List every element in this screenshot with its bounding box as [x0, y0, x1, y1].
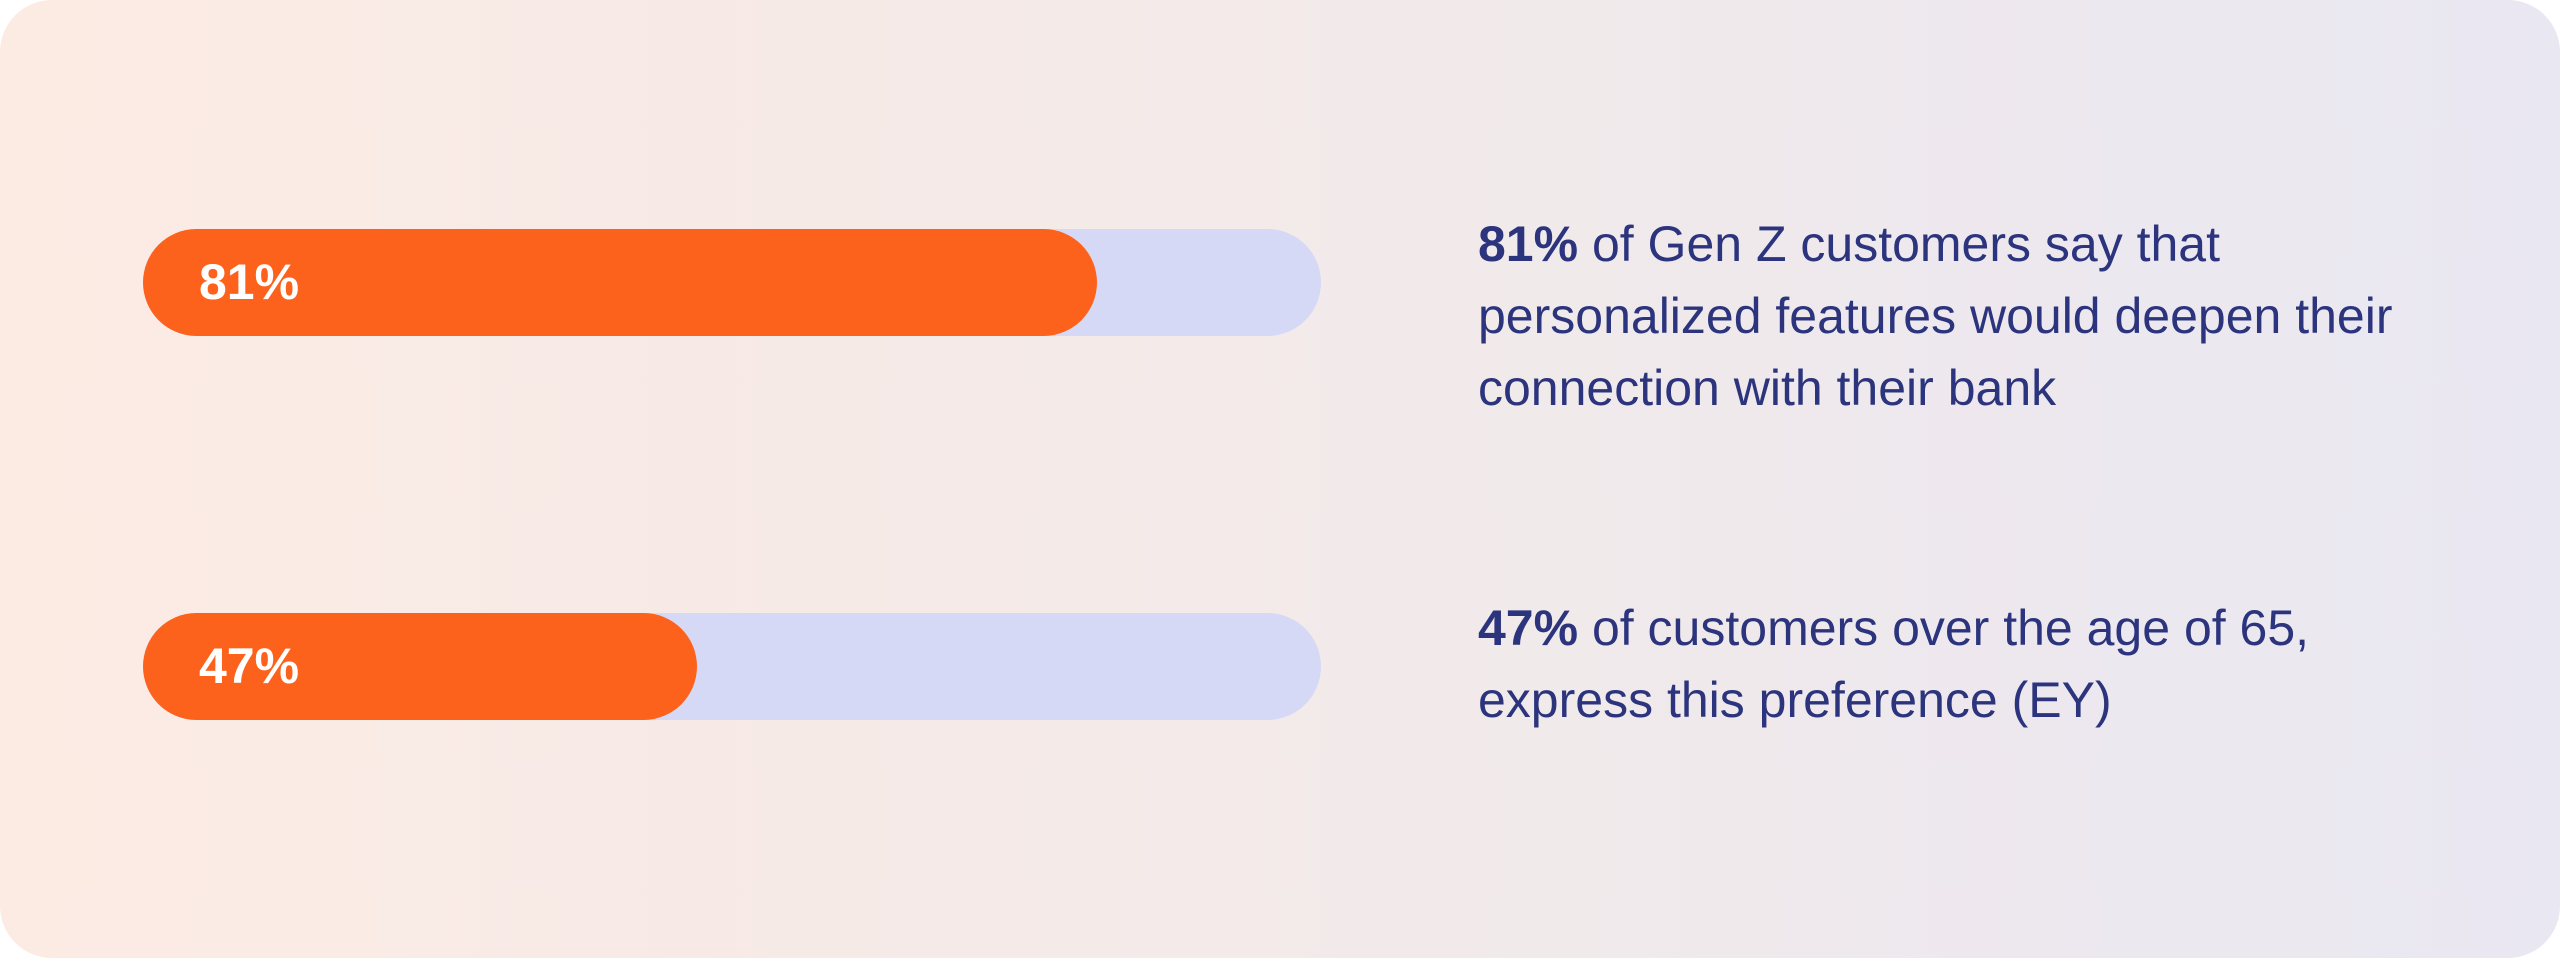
bar-value-label: 81%: [199, 254, 300, 310]
stat-description: 47% of customers over the age of 65, exp…: [1478, 592, 2478, 736]
stat-description: 81% of Gen Z customers say that personal…: [1478, 208, 2478, 424]
progress-track: 81%: [143, 229, 1321, 336]
progress-track: 47%: [143, 613, 1321, 720]
progress-fill: 47%: [143, 613, 697, 720]
progress-fill: 81%: [143, 229, 1098, 336]
stat-caption: of customers over the age of 65, express…: [1478, 600, 2310, 728]
stat-caption: of Gen Z customers say that personalized…: [1478, 216, 2393, 416]
bar-value-label: 47%: [199, 638, 300, 694]
stat-value: 81%: [1478, 216, 1579, 272]
stat-value: 47%: [1478, 600, 1579, 656]
